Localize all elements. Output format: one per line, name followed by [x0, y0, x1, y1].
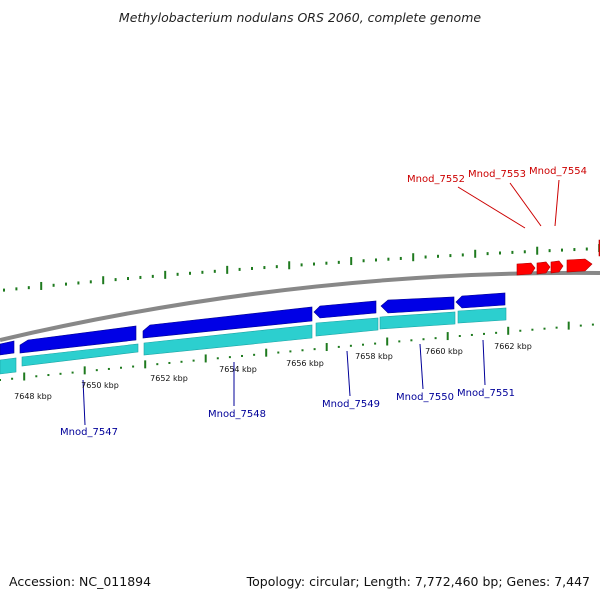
- reverse-gene-leader: [482, 339, 486, 386]
- reverse-gene-label: Mnod_7551: [457, 388, 515, 399]
- forward-gene-arrow: [566, 258, 593, 273]
- reverse-gene-label: Mnod_7548: [208, 409, 266, 420]
- tick-label: 7648 kbp: [14, 392, 52, 401]
- inner-tick-ring: [0, 321, 594, 381]
- tick-label: 7658 kbp: [355, 352, 393, 361]
- forward-gene-leader: [509, 182, 542, 227]
- outer-tick-ring: [3, 244, 600, 292]
- reverse-gene-arrow: [455, 292, 506, 309]
- reverse-gene-label: Mnod_7547: [60, 427, 118, 438]
- forward-gene-label: Mnod_7552: [407, 174, 465, 185]
- reverse-gene-leader: [82, 379, 86, 426]
- tick-label: 7656 kbp: [286, 359, 324, 368]
- forward-gene-leader: [554, 179, 560, 227]
- forward-gene-arrow: [550, 260, 564, 274]
- accession-text: Accession: NC_011894: [9, 574, 151, 589]
- reverse-gene-arrow: [380, 296, 455, 314]
- reverse-gene-arrow: [0, 340, 15, 356]
- reverse-gene-leader: [419, 343, 424, 390]
- tick-labels: 7648 kbp 7650 kbp 7652 kbp 7654 kbp 7656 kbp…: [14, 342, 532, 401]
- forward-gene-label: Mnod_7553: [468, 169, 526, 180]
- tick-label: 7654 kbp: [219, 365, 257, 374]
- tick-label: 7650 kbp: [81, 381, 119, 390]
- cds-block: [379, 311, 456, 330]
- reverse-gene-arrow: [142, 306, 313, 339]
- forward-gene-label: Mnod_7554: [529, 166, 587, 177]
- cds-track: [0, 307, 507, 375]
- cds-block: [457, 307, 507, 324]
- reverse-gene-arrow: [19, 325, 137, 354]
- cds-block: [143, 324, 313, 356]
- tick-label: 7652 kbp: [150, 374, 188, 383]
- reverse-gene-leader: [346, 350, 351, 397]
- cds-block: [315, 317, 379, 337]
- reverse-strand-track: [0, 292, 506, 356]
- cds-block: [21, 343, 139, 367]
- cds-block: [0, 357, 17, 375]
- reverse-gene-label: Mnod_7549: [322, 399, 380, 410]
- genome-backbone: [0, 270, 600, 342]
- map-title: Methylobacterium nodulans ORS 2060, comp…: [119, 10, 481, 25]
- forward-gene-arrow: [536, 261, 551, 275]
- forward-gene-leader: [457, 186, 526, 229]
- genome-summary-text: Topology: circular; Length: 7,772,460 bp…: [246, 574, 590, 589]
- reverse-gene-label: Mnod_7550: [396, 392, 454, 403]
- reverse-gene-arrow: [313, 300, 377, 319]
- tick-label: 7662 kbp: [494, 342, 532, 351]
- forward-strand-track: [516, 239, 600, 276]
- forward-gene-arrow: [516, 262, 536, 276]
- tick-label: 7660 kbp: [425, 347, 463, 356]
